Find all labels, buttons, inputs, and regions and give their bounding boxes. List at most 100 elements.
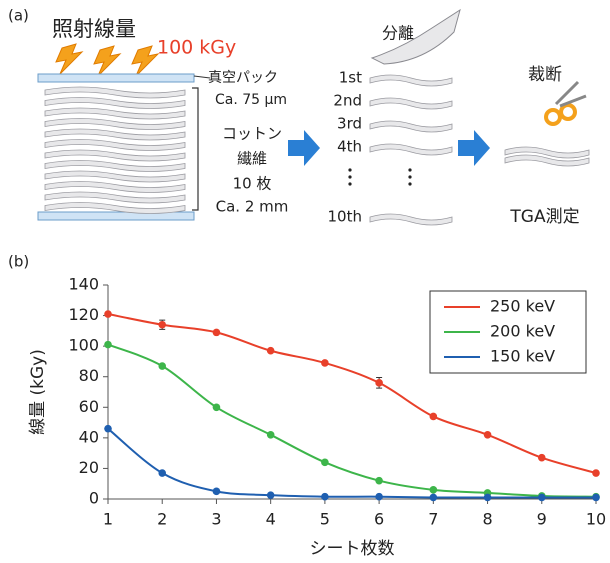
marker [213, 488, 221, 496]
marker [538, 454, 546, 462]
ellipsis-dot [348, 168, 351, 171]
plot: 0 20 40 60 80 100 120 140 1 2 3 4 5 6 7 8 9 10 250 keV 200 … [68, 275, 606, 529]
sheet-label: 2nd [333, 92, 362, 110]
cutting-label: 裁断 [528, 65, 562, 85]
sheet-label: 1st [339, 69, 362, 87]
x-tick-label: 1 [103, 510, 113, 529]
x-tick-label: 5 [320, 510, 330, 529]
x-tick-label: 2 [157, 510, 167, 529]
marker [321, 493, 329, 501]
marker [321, 359, 329, 367]
ellipsis-dot [408, 168, 411, 171]
marker [592, 494, 600, 502]
separated-sheet [370, 144, 452, 155]
marker [375, 477, 383, 485]
arrow [458, 130, 490, 166]
lightning-icon [94, 46, 120, 76]
x-tick-label: 6 [374, 510, 384, 529]
marker [104, 341, 112, 349]
y-tick-label: 140 [68, 275, 99, 294]
sheet-label: 4th [337, 138, 362, 156]
lightning-icon [132, 46, 158, 76]
x-tick-label: 4 [266, 510, 276, 529]
cotton-sheet [45, 140, 185, 151]
marker [267, 347, 275, 355]
x-axis-title: シート枚数 [310, 539, 395, 559]
scissors-ring [561, 105, 575, 119]
ellipsis-dot [408, 175, 411, 178]
separated-sheet [370, 98, 452, 109]
marker [158, 362, 166, 370]
legend-label: 150 keV [490, 347, 555, 366]
vacuum-pack [38, 212, 194, 220]
separation-label: 分離 [382, 24, 414, 43]
cotton-label: Ca. 2 mm [216, 198, 289, 216]
ellipsis-dot [348, 182, 351, 185]
y-axis-title: 線量 (kGy) [28, 349, 48, 435]
pack-thickness: Ca. 75 μm [215, 92, 287, 108]
scissors-blade [556, 82, 586, 106]
cotton-sheet [45, 98, 185, 109]
cotton-sheet [45, 161, 185, 172]
x-tick-label: 3 [211, 510, 221, 529]
bracket [192, 88, 198, 210]
marker [267, 491, 275, 499]
cotton-label: コットン [222, 125, 282, 143]
series-line [108, 429, 596, 498]
cotton-sheet [45, 87, 185, 98]
pack-label: 真空パック [208, 70, 278, 86]
separated-sheet [370, 75, 452, 86]
cotton-sheet [45, 129, 185, 140]
arrow [288, 130, 320, 166]
legend-label: 200 keV [490, 322, 555, 341]
cotton-label: 繊維 [237, 150, 267, 168]
marker [430, 494, 438, 502]
sheet-label: 3rd [337, 115, 362, 133]
x-tick-label: 9 [537, 510, 547, 529]
x-tick-label: 7 [428, 510, 438, 529]
cotton-sheet [45, 108, 185, 119]
marker [484, 431, 492, 439]
cotton-label: 10 枚 [233, 175, 272, 193]
cotton-sheet [45, 192, 185, 203]
vacuum-pack [38, 74, 194, 82]
legend-label: 250 keV [490, 297, 555, 316]
marker [267, 431, 275, 439]
marker [158, 321, 166, 329]
cotton-sheet [45, 119, 185, 130]
cotton-sheet [45, 182, 185, 193]
marker [321, 459, 329, 467]
y-tick-label: 40 [79, 427, 99, 446]
cotton-sheet [45, 150, 185, 161]
sheet-label: 10th [328, 208, 362, 226]
marker [430, 413, 438, 421]
y-tick-label: 100 [68, 336, 99, 355]
marker [104, 310, 112, 318]
lightning-icon [56, 44, 82, 74]
marker [375, 379, 383, 387]
measurement-label: TGA測定 [509, 207, 579, 227]
y-tick-label: 60 [79, 397, 99, 416]
y-tick-label: 20 [79, 458, 99, 477]
y-tick-label: 80 [79, 366, 99, 385]
panel-label: (b) [8, 253, 29, 271]
panel-label: (a) [8, 7, 29, 25]
marker [375, 493, 383, 501]
marker [158, 469, 166, 477]
ellipsis-dot [348, 175, 351, 178]
dose-title: 照射線量 [52, 17, 136, 41]
marker [538, 494, 546, 502]
marker [213, 403, 221, 411]
x-tick-label: 10 [586, 510, 606, 529]
y-tick-label: 0 [89, 489, 99, 508]
marker [592, 469, 600, 477]
cotton-sheet [45, 171, 185, 182]
scissors-ring [546, 110, 560, 124]
marker [484, 494, 492, 502]
ellipsis-dot [408, 182, 411, 185]
marker [213, 329, 221, 337]
separated-sheet [370, 214, 452, 225]
y-tick-label: 120 [68, 305, 99, 324]
x-tick-label: 8 [482, 510, 492, 529]
separated-sheet [370, 121, 452, 132]
